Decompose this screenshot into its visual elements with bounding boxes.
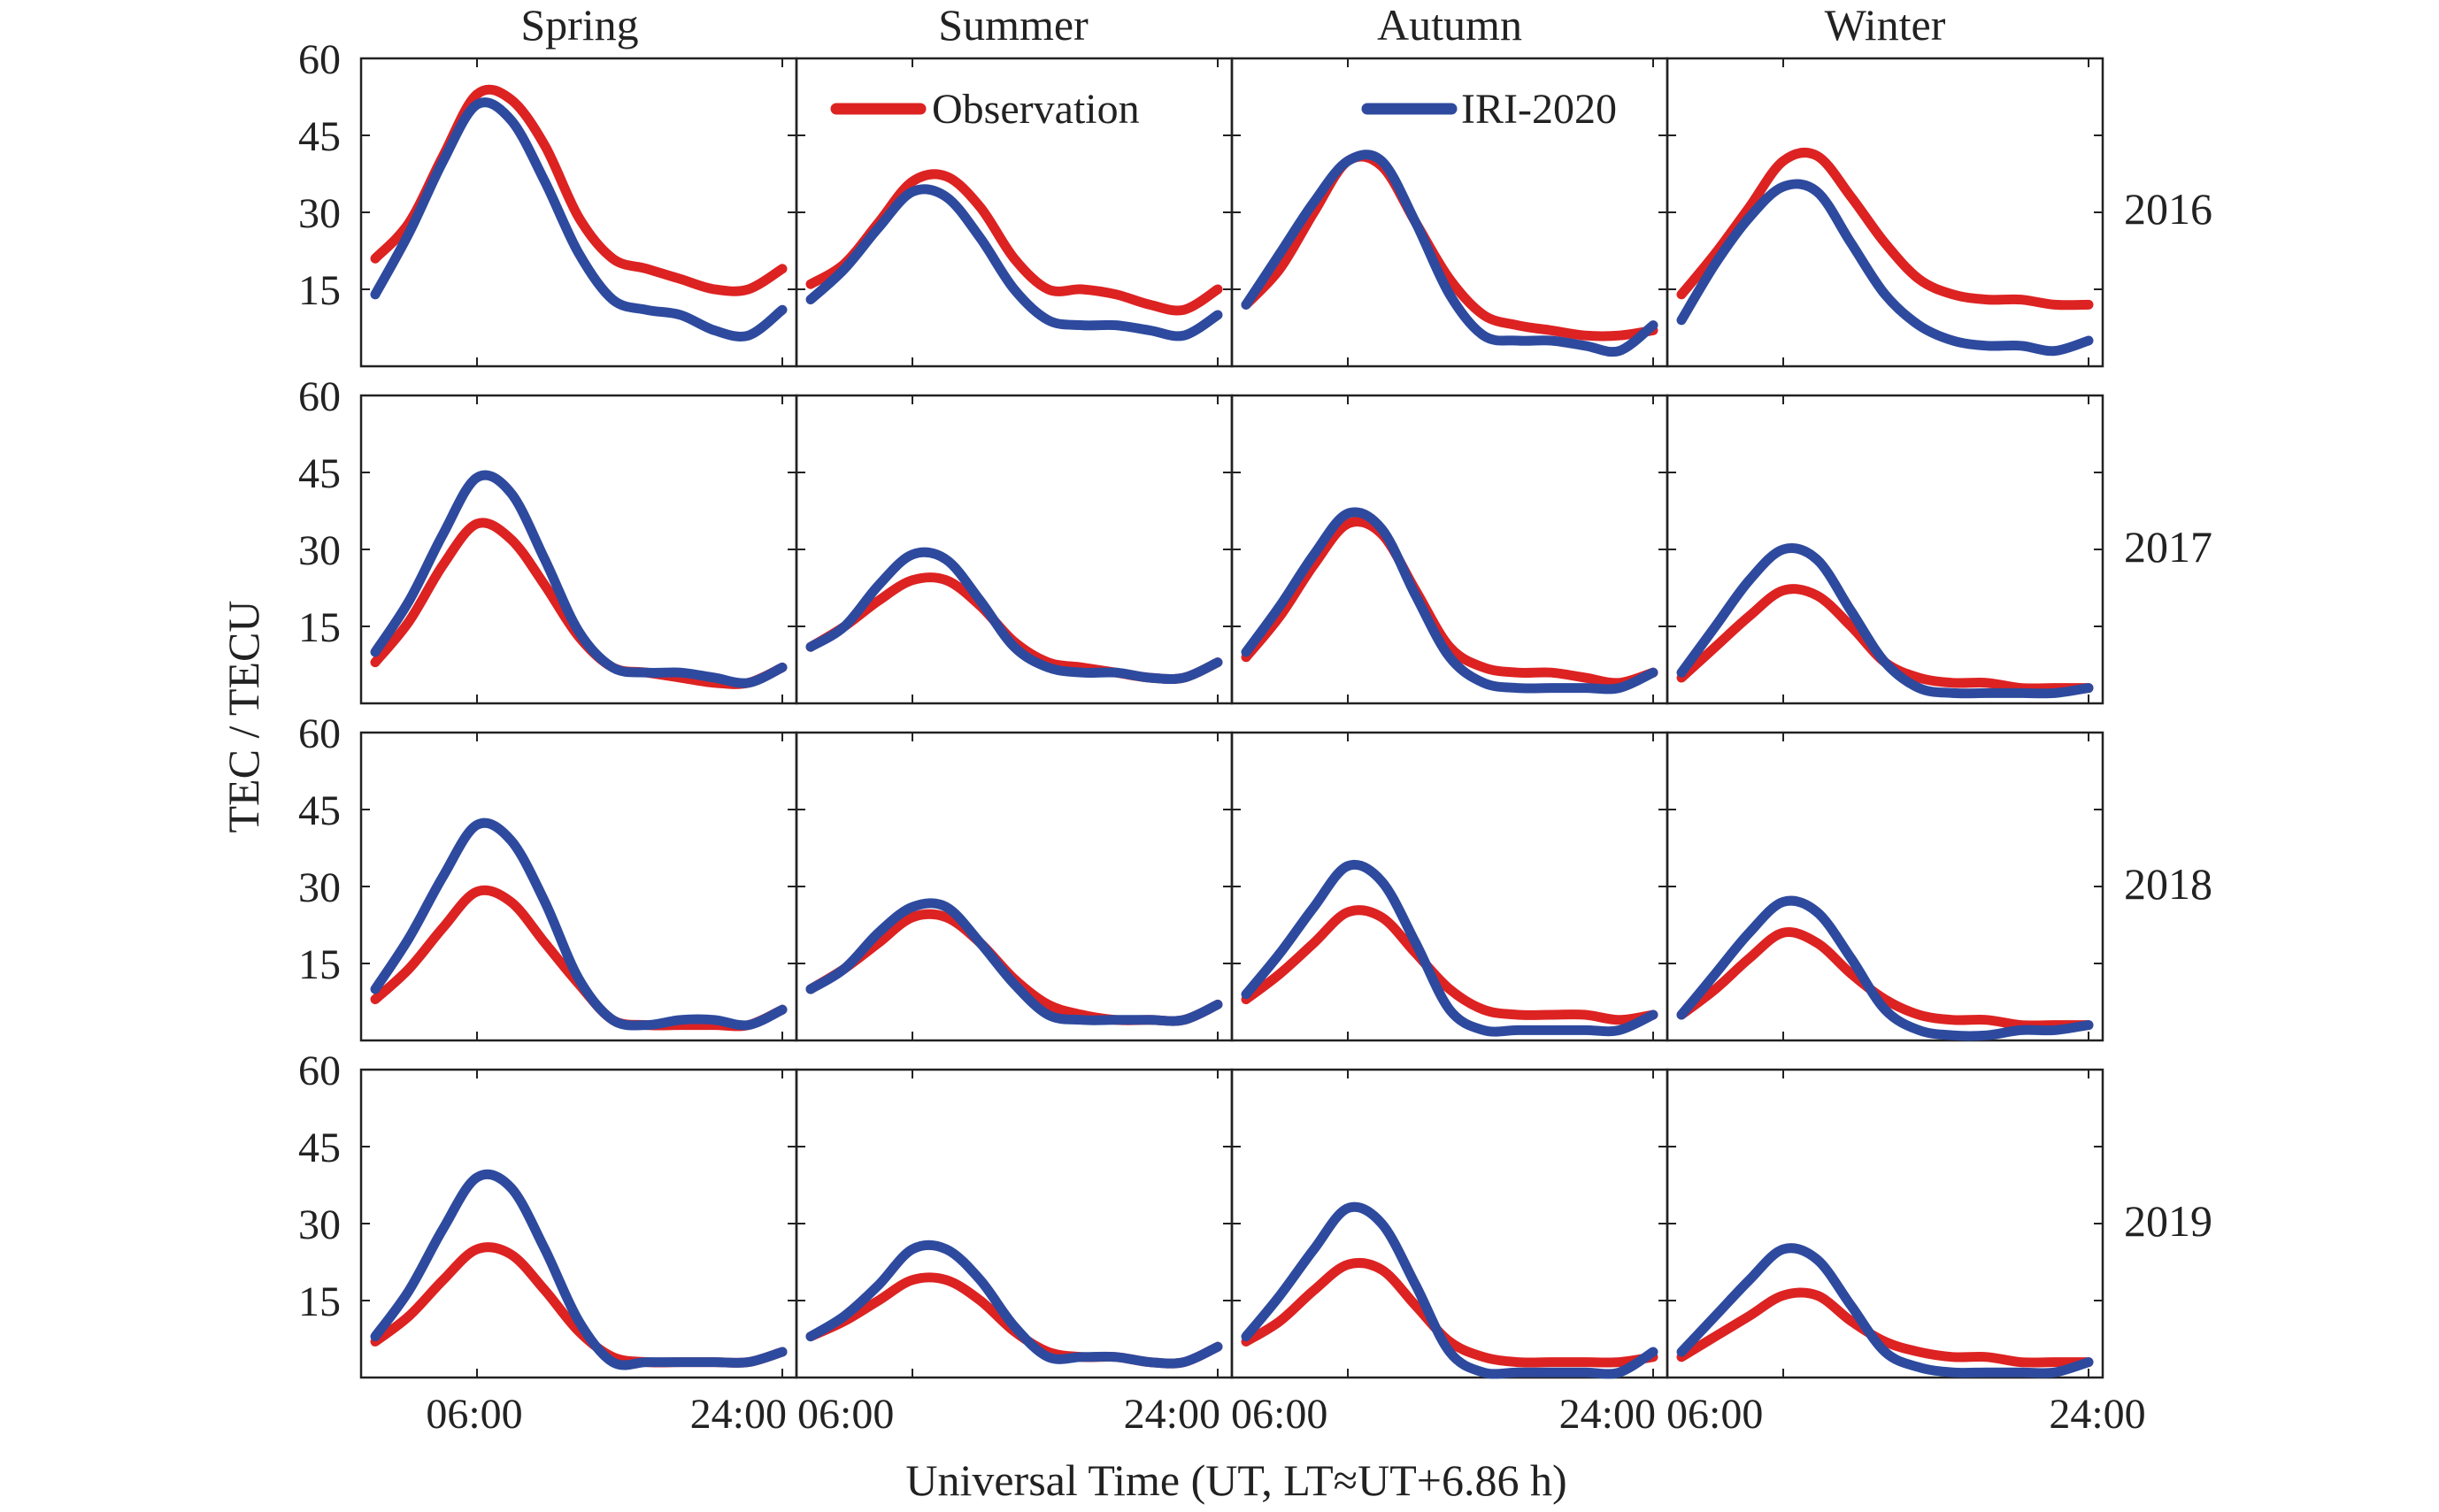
panel-2019-spring bbox=[359, 1068, 798, 1379]
year-label-2016: 2016 bbox=[2124, 184, 2212, 234]
series-line-iri-2020 bbox=[370, 470, 788, 688]
panel-grid bbox=[359, 57, 2104, 1379]
series-line-iri-2020 bbox=[1241, 859, 1658, 1037]
series-line-observation bbox=[1676, 584, 2094, 694]
panel-frame bbox=[359, 394, 798, 705]
series-line-iri-2020 bbox=[370, 1169, 788, 1370]
series-line-iri-2020 bbox=[1241, 1201, 1658, 1379]
series-line-iri-2020 bbox=[805, 184, 1223, 342]
y-tick-label: 45 bbox=[298, 113, 341, 160]
series-line-iri-2020 bbox=[1676, 179, 2094, 357]
y-tick-label: 45 bbox=[298, 1124, 341, 1171]
season-label-winter: Winter bbox=[1825, 0, 1946, 50]
season-labels: Spring Summer Autumn Winter bbox=[520, 0, 1945, 50]
season-label-summer: Summer bbox=[938, 0, 1089, 50]
panel-frame bbox=[1666, 57, 2104, 368]
y-axis-label: TEC / TECU bbox=[219, 601, 268, 833]
x-tick-label: 24:00 06:00 bbox=[1559, 1391, 1764, 1438]
y-tick-label: 30 bbox=[298, 190, 341, 237]
panel-frame bbox=[795, 731, 1234, 1042]
year-label-2018: 2018 bbox=[2124, 859, 2212, 909]
y-tick-label: 15 bbox=[298, 267, 341, 314]
x-tick-label: 06:00 bbox=[426, 1391, 522, 1438]
legend-label-observation: Observation bbox=[932, 86, 1140, 133]
series-line-observation bbox=[370, 1242, 788, 1368]
panel-2019-winter bbox=[1666, 1068, 2104, 1379]
panel-2019-summer bbox=[795, 1068, 1234, 1379]
series-line-iri-2020 bbox=[805, 898, 1223, 1026]
y-tick-label: 60 bbox=[298, 710, 341, 757]
year-label-2019: 2019 bbox=[2124, 1196, 2212, 1246]
panel-2017-spring bbox=[359, 394, 798, 705]
x-tick-labels: 06:00 24:00 06:00 24:00 06:00 24:00 06:00 24… bbox=[426, 1391, 2145, 1438]
series-line-iri-2020 bbox=[1676, 543, 2094, 699]
panel-2018-spring bbox=[359, 731, 798, 1042]
series-line-iri-2020 bbox=[1241, 150, 1658, 357]
panel-2017-autumn bbox=[1230, 394, 1669, 705]
year-labels: 2016 2017 2018 2019 bbox=[2124, 184, 2212, 1246]
y-tick-label: 60 bbox=[298, 1048, 341, 1094]
panel-frame bbox=[1230, 1068, 1669, 1379]
y-tick-labels: 15 30 45 60 15 30 45 60 15 30 45 60 15 30 45 60 bbox=[298, 36, 341, 1325]
series-line-iri-2020 bbox=[1241, 507, 1658, 695]
series-line-observation bbox=[1676, 927, 2094, 1031]
panel-2016-spring bbox=[359, 57, 798, 368]
series-line-iri-2020 bbox=[805, 547, 1223, 685]
panel-2017-summer bbox=[795, 394, 1234, 705]
y-tick-label: 15 bbox=[298, 604, 341, 651]
year-label-2017: 2017 bbox=[2124, 522, 2212, 572]
series-line-iri-2020 bbox=[1676, 1243, 2094, 1378]
y-tick-label: 15 bbox=[298, 941, 341, 988]
x-tick-label: 24:00 bbox=[2049, 1391, 2145, 1438]
series-line-observation bbox=[1241, 151, 1658, 342]
series-line-observation bbox=[1241, 1257, 1658, 1368]
panel-frame bbox=[795, 394, 1234, 705]
series-line-observation bbox=[1241, 905, 1658, 1025]
series-line-iri-2020 bbox=[370, 817, 788, 1031]
series-line-observation bbox=[805, 909, 1223, 1026]
series-line-observation bbox=[1241, 517, 1658, 688]
legend: Observation IRI-2020 bbox=[830, 86, 1617, 133]
series-line-iri-2020 bbox=[370, 97, 788, 342]
series-line-observation bbox=[1676, 148, 2094, 311]
series-line-iri-2020 bbox=[1676, 895, 2094, 1041]
y-tick-label: 30 bbox=[298, 1201, 341, 1248]
legend-label-iri: IRI-2020 bbox=[1461, 86, 1617, 133]
y-tick-label: 30 bbox=[298, 864, 341, 911]
x-axis-label: Universal Time (UT, LT≈UT+6.86 h) bbox=[905, 1455, 1566, 1505]
panel-2018-autumn bbox=[1230, 731, 1669, 1042]
y-tick-label: 45 bbox=[298, 450, 341, 497]
panel-2018-summer bbox=[795, 731, 1234, 1042]
y-tick-label: 60 bbox=[298, 373, 341, 420]
panel-2017-winter bbox=[1666, 394, 2104, 705]
y-tick-label: 60 bbox=[298, 36, 341, 83]
series-line-iri-2020 bbox=[805, 1240, 1223, 1369]
y-tick-label: 15 bbox=[298, 1278, 341, 1325]
y-tick-label: 30 bbox=[298, 527, 341, 574]
x-tick-label: 24:00 06:00 bbox=[1124, 1391, 1328, 1438]
panel-frame bbox=[359, 731, 798, 1042]
panel-2019-autumn bbox=[1230, 1068, 1669, 1379]
season-label-autumn: Autumn bbox=[1377, 0, 1522, 50]
panel-2016-winter bbox=[1666, 57, 2104, 368]
panel-2018-winter bbox=[1666, 731, 2104, 1042]
y-tick-label: 45 bbox=[298, 787, 341, 834]
series-line-observation bbox=[370, 885, 788, 1032]
series-line-observation bbox=[1676, 1287, 2094, 1368]
x-tick-label: 24:00 06:00 bbox=[690, 1391, 895, 1438]
season-label-spring: Spring bbox=[520, 0, 638, 50]
